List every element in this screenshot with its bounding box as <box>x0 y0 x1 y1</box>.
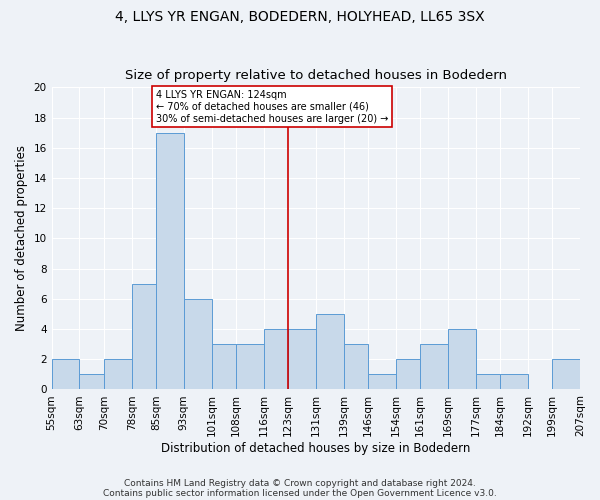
Bar <box>184 299 212 390</box>
Bar <box>52 359 79 390</box>
Title: Size of property relative to detached houses in Bodedern: Size of property relative to detached ho… <box>125 69 507 82</box>
Bar <box>156 132 184 390</box>
X-axis label: Distribution of detached houses by size in Bodedern: Distribution of detached houses by size … <box>161 442 470 455</box>
Bar <box>580 359 600 390</box>
Bar <box>552 359 580 390</box>
Bar <box>288 329 316 390</box>
Bar <box>263 329 288 390</box>
Y-axis label: Number of detached properties: Number of detached properties <box>15 146 28 332</box>
Bar <box>212 344 236 390</box>
Bar <box>476 374 500 390</box>
Bar <box>316 314 344 390</box>
Bar <box>368 374 396 390</box>
Bar <box>344 344 368 390</box>
Bar <box>500 374 528 390</box>
Bar <box>131 284 156 390</box>
Text: 4 LLYS YR ENGAN: 124sqm
← 70% of detached houses are smaller (46)
30% of semi-de: 4 LLYS YR ENGAN: 124sqm ← 70% of detache… <box>156 90 388 124</box>
Bar <box>104 359 131 390</box>
Bar <box>79 374 104 390</box>
Text: Contains HM Land Registry data © Crown copyright and database right 2024.: Contains HM Land Registry data © Crown c… <box>124 478 476 488</box>
Bar <box>448 329 476 390</box>
Text: Contains public sector information licensed under the Open Government Licence v3: Contains public sector information licen… <box>103 488 497 498</box>
Text: 4, LLYS YR ENGAN, BODEDERN, HOLYHEAD, LL65 3SX: 4, LLYS YR ENGAN, BODEDERN, HOLYHEAD, LL… <box>115 10 485 24</box>
Bar <box>396 359 420 390</box>
Bar <box>236 344 263 390</box>
Bar <box>420 344 448 390</box>
